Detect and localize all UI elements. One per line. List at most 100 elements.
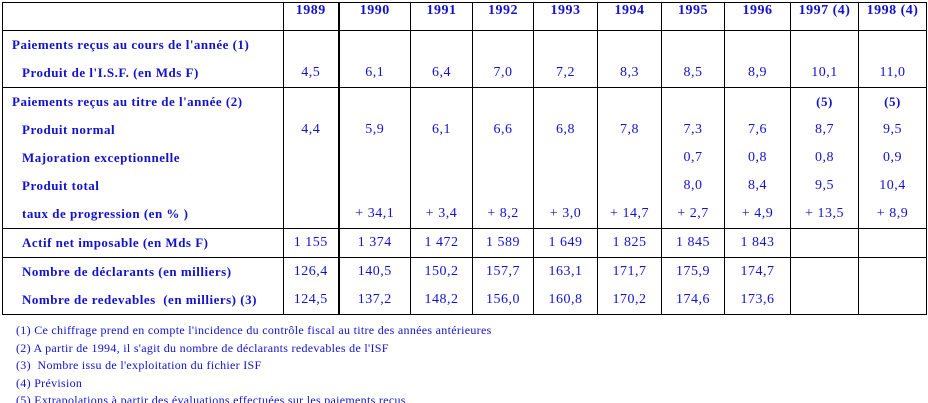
value-cell: 1 589 — [472, 228, 534, 258]
cell-value: + 3,0 — [549, 206, 582, 221]
row-label: Paiements reçus au titre de l'année (2) — [12, 94, 243, 109]
value-cell: 6,6 + 8,2 — [472, 87, 534, 229]
cell-value: 1 843 — [740, 235, 775, 250]
cell-value: 0,9 — [883, 150, 902, 165]
value-cell: 8,9 — [724, 30, 791, 88]
cell-value: 8,3 — [620, 65, 639, 80]
cell-value — [285, 172, 338, 200]
value-cell: 4,4 — [283, 87, 339, 229]
cell-value: 174,7 — [740, 264, 775, 279]
column-header-1994: 1994 — [597, 2, 662, 31]
cell-value — [474, 32, 533, 60]
section-paiements-recus-cours: Paiements reçus au cours de l'année (1) … — [2, 30, 927, 88]
cell-value — [860, 32, 926, 60]
cell-value — [663, 89, 724, 117]
cell-value — [341, 89, 410, 117]
column-header-1991: 1991 — [410, 2, 473, 31]
footnote: (2) A partir de 1994, il s'agit du nombr… — [16, 340, 389, 355]
row-label: Produit total — [22, 178, 100, 193]
cell-value: + 4,9 — [741, 206, 774, 221]
row-label: Nombre de redevables (en milliers) (3) — [22, 292, 257, 307]
cell-value: 10,1 — [811, 65, 838, 80]
cell-value: 1 589 — [486, 235, 520, 250]
cell-value — [726, 89, 790, 117]
value-cell — [858, 228, 927, 258]
value-cell: (5) 8,7 0,8 9,5 + 13,5 — [790, 87, 859, 229]
cell-value — [792, 259, 858, 287]
cell-value: 9,5 — [815, 178, 834, 193]
cell-value — [535, 144, 597, 172]
value-cell: 1 649 — [533, 228, 598, 258]
cell-value — [860, 286, 926, 314]
footnotes: (1) Ce chiffrage prend en compte l'incid… — [16, 322, 928, 403]
value-cell — [790, 257, 859, 315]
value-cell: 1 155 — [283, 228, 339, 258]
cell-value — [412, 172, 472, 200]
footnote: (5) Extrapolations à partir des évaluati… — [16, 393, 406, 403]
cell-value: 140,5 — [357, 264, 392, 279]
cell-value: 137,2 — [357, 292, 392, 307]
cell-value: 0,7 — [683, 150, 703, 165]
cell-value — [285, 144, 338, 172]
cell-value: 7,0 — [493, 65, 513, 80]
cell-value: 6,1 — [365, 65, 385, 80]
cell-value — [599, 172, 661, 200]
value-cell: 7,3 0,7 8,0 + 2,7 — [661, 87, 725, 229]
cell-value: 173,6 — [740, 292, 775, 307]
cell-value: 8,5 — [683, 65, 703, 80]
cell-value: 156,0 — [486, 292, 520, 307]
cell-value — [663, 32, 724, 60]
cell-value: 163,1 — [548, 264, 583, 279]
value-cell: 126,4 124,5 — [283, 257, 339, 315]
cell-value — [792, 286, 858, 314]
cell-value: 6,8 — [556, 122, 575, 137]
value-cell: 174,7 173,6 — [724, 257, 791, 315]
row-label: Produit normal — [22, 122, 116, 137]
cell-value: + 8,9 — [876, 206, 909, 221]
cell-value: 174,6 — [676, 292, 710, 307]
value-cell: 7,0 — [472, 30, 534, 88]
cell-value: 150,2 — [424, 264, 459, 279]
column-header-1997: 1997 (4) — [790, 2, 859, 31]
cell-value — [412, 32, 472, 60]
cell-value: (5) — [816, 94, 833, 109]
value-cell: 8,3 — [597, 30, 662, 88]
cell-value: + 34,1 — [355, 206, 395, 221]
cell-value: 0,8 — [815, 150, 834, 165]
cell-value: 1 845 — [676, 235, 710, 250]
cell-value — [599, 89, 661, 117]
cell-value — [412, 144, 472, 172]
value-cell: 8,5 — [661, 30, 725, 88]
column-header-1993: 1993 — [533, 2, 598, 31]
label-cell: Actif net imposable (en Mds F) — [2, 228, 284, 258]
value-cell: 6,1 — [337, 30, 411, 88]
cell-value: 4,4 — [301, 122, 321, 137]
cell-value: 9,5 — [883, 122, 902, 137]
cell-value: 126,4 — [293, 264, 328, 279]
value-cell: (5) 9,5 0,9 10,4 + 8,9 — [858, 87, 927, 229]
cell-value: 157,7 — [486, 264, 520, 279]
cell-value: 171,7 — [612, 264, 647, 279]
cell-value: 160,8 — [548, 292, 583, 307]
row-label: Nombre de déclarants (en milliers) — [22, 264, 232, 279]
year-header-row: 1989 1990 1991 1992 1993 1994 1995 1996 … — [2, 2, 927, 31]
cell-value — [341, 144, 410, 172]
column-header-1989: 1989 — [283, 2, 339, 31]
footnote: (4) Prévision — [16, 375, 83, 390]
cell-value — [792, 32, 858, 60]
cell-value: 170,2 — [612, 292, 647, 307]
value-cell: 171,7 170,2 — [597, 257, 662, 315]
value-cell: 140,5 137,2 — [337, 257, 411, 315]
column-header-1992: 1992 — [472, 2, 534, 31]
cell-value — [474, 89, 533, 117]
isf-table: 1989 1990 1991 1992 1993 1994 1995 1996 … — [2, 2, 927, 315]
column-header-1990: 1990 — [337, 2, 411, 31]
cell-value — [474, 144, 533, 172]
value-cell: 4,5 — [283, 30, 339, 88]
cell-value: + 14,7 — [610, 206, 649, 221]
cell-value — [285, 32, 338, 60]
cell-value: 7,6 — [748, 122, 767, 137]
cell-value — [535, 89, 597, 117]
value-cell: 1 472 — [410, 228, 473, 258]
